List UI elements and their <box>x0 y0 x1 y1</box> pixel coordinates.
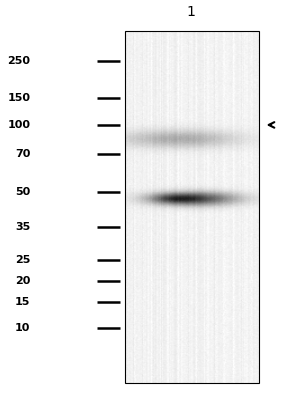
Text: 20: 20 <box>15 276 30 286</box>
Bar <box>125 31 259 383</box>
Text: 250: 250 <box>7 56 30 66</box>
Text: 15: 15 <box>15 297 30 307</box>
Text: 1: 1 <box>187 5 196 19</box>
Text: 10: 10 <box>15 323 30 333</box>
Text: 35: 35 <box>15 222 30 232</box>
Text: 150: 150 <box>7 93 30 103</box>
Text: 70: 70 <box>15 149 30 159</box>
Text: 100: 100 <box>7 120 30 130</box>
Text: 50: 50 <box>15 187 30 197</box>
Text: 25: 25 <box>15 254 30 264</box>
